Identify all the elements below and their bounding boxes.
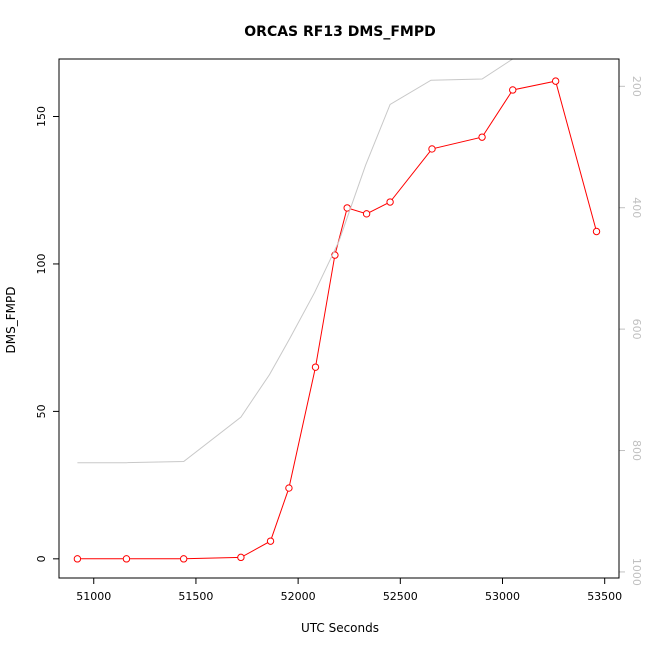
series-0-point-14 [551, 77, 560, 85]
axes-layer: 51000 51500 52000 52500 53000 53500 0 50 100 150 2… [35, 76, 643, 603]
series-line-1 [77, 59, 513, 464]
y2-tick-label-3: 800 [630, 440, 643, 461]
series-line-0 [77, 80, 597, 560]
y-axis-label: DMS_FMPD [4, 287, 18, 354]
series-0-point-9 [362, 210, 371, 218]
y2-tick-label-1: 400 [630, 197, 643, 218]
x-tick-label-1: 51500 [178, 590, 213, 603]
series-0-point-10 [386, 198, 394, 206]
plot-area-border [58, 58, 620, 579]
y2-tick-label-0: 200 [630, 76, 643, 97]
y-tick-label-3: 150 [35, 106, 48, 127]
y-tick-label-2: 100 [35, 253, 48, 274]
x-axis-label: UTC Seconds [301, 621, 379, 635]
y2-tick-label-2: 600 [630, 319, 643, 340]
y2-tick-label-4: 1000 [630, 558, 643, 586]
series-1 [77, 59, 513, 464]
x-tick-label-0: 51000 [76, 590, 111, 603]
series-0-point-6 [311, 363, 320, 371]
y-tick-label-1: 50 [35, 404, 48, 418]
x-tick-label-4: 53000 [485, 590, 520, 603]
series-0-point-2 [179, 555, 188, 563]
series-0-point-5 [285, 484, 293, 492]
x-tick-label-3: 52500 [383, 590, 418, 603]
series-0-point-12 [478, 133, 486, 141]
x-tick-label-2: 52000 [281, 590, 316, 603]
chart-title: ORCAS RF13 DMS_FMPD [244, 24, 435, 40]
x-tick-label-5: 53500 [587, 590, 622, 603]
series-0-point-4 [266, 537, 275, 545]
series-0 [73, 77, 601, 563]
series-layer [73, 59, 601, 563]
series-0-point-3 [237, 553, 245, 562]
series-0-point-11 [428, 145, 436, 153]
series-0-point-15 [592, 227, 601, 236]
y-tick-label-0: 0 [35, 555, 48, 562]
series-0-point-0 [73, 555, 82, 563]
series-0-point-13 [509, 86, 517, 94]
series-0-point-1 [122, 555, 131, 563]
